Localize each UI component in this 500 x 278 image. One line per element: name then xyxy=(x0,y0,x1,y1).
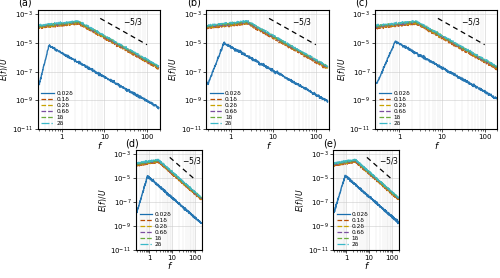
Legend: 0.02δ, 0.1δ, 0.2δ, 0.6δ, 1δ, 2δ: 0.02δ, 0.1δ, 0.2δ, 0.6δ, 1δ, 2δ xyxy=(209,90,242,126)
Text: $-5/3$: $-5/3$ xyxy=(379,155,400,166)
Text: $-5/3$: $-5/3$ xyxy=(182,155,202,166)
X-axis label: f: f xyxy=(266,142,269,150)
Legend: 0.02δ, 0.1δ, 0.2δ, 0.6δ, 1δ, 2δ: 0.02δ, 0.1δ, 0.2δ, 0.6δ, 1δ, 2δ xyxy=(139,211,172,247)
Text: $-5/3$: $-5/3$ xyxy=(292,16,312,27)
Y-axis label: $E(f)/U$: $E(f)/U$ xyxy=(168,58,179,81)
Text: $-5/3$: $-5/3$ xyxy=(123,16,143,27)
Legend: 0.02δ, 0.1δ, 0.2δ, 0.6δ, 1δ, 2δ: 0.02δ, 0.1δ, 0.2δ, 0.6δ, 1δ, 2δ xyxy=(40,90,74,126)
Y-axis label: $E(f)/U$: $E(f)/U$ xyxy=(336,58,348,81)
Y-axis label: $E(f)/U$: $E(f)/U$ xyxy=(294,188,306,212)
Text: (b): (b) xyxy=(187,0,200,7)
Text: (c): (c) xyxy=(356,0,368,7)
X-axis label: f: f xyxy=(435,142,438,150)
X-axis label: f: f xyxy=(364,262,368,271)
X-axis label: f: f xyxy=(97,142,100,150)
X-axis label: f: f xyxy=(168,262,170,271)
Y-axis label: $E(f)/U$: $E(f)/U$ xyxy=(97,188,109,212)
Legend: 0.02δ, 0.1δ, 0.2δ, 0.6δ, 1δ, 2δ: 0.02δ, 0.1δ, 0.2δ, 0.6δ, 1δ, 2δ xyxy=(378,90,411,126)
Legend: 0.02δ, 0.1δ, 0.2δ, 0.6δ, 1δ, 2δ: 0.02δ, 0.1δ, 0.2δ, 0.6δ, 1δ, 2δ xyxy=(336,211,369,247)
Text: $-5/3$: $-5/3$ xyxy=(461,16,481,27)
Text: (d): (d) xyxy=(126,138,140,148)
Text: (e): (e) xyxy=(322,138,336,148)
Text: (a): (a) xyxy=(18,0,32,7)
Y-axis label: $E(f)/U$: $E(f)/U$ xyxy=(0,58,10,81)
